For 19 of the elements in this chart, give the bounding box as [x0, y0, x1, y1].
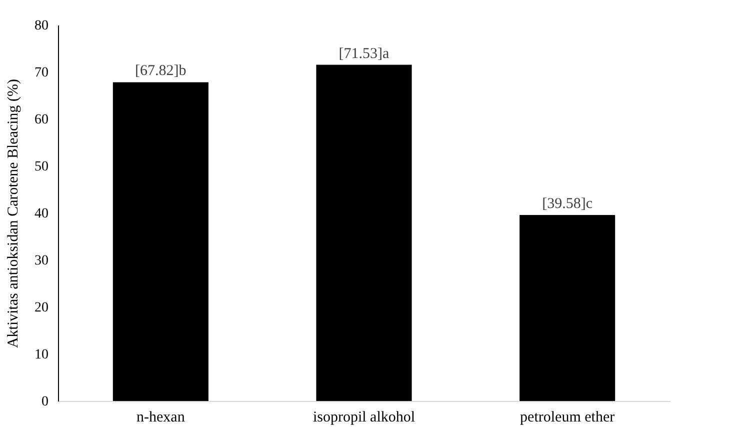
y-tick-label: 30	[34, 254, 48, 268]
y-tick-label: 10	[34, 348, 48, 362]
data-label: [67.82]b	[135, 63, 186, 80]
bar	[520, 214, 616, 401]
bar	[112, 82, 208, 401]
data-label: [39.58]c	[542, 196, 593, 212]
y-tick-label: 60	[34, 112, 48, 128]
y-tick-label: 80	[34, 18, 48, 34]
x-tick-label: petroleum ether	[520, 410, 615, 426]
y-tick-label: 40	[34, 206, 48, 222]
y-tick-label: 70	[34, 66, 48, 80]
y-tick-label: 20	[34, 300, 48, 316]
bar	[316, 64, 412, 401]
y-tick-label: 50	[34, 160, 48, 174]
y-axis-title: Aktivitas antioksidan Carotene Bleacing (%)	[6, 78, 22, 348]
x-tick-label: n-hexan	[136, 410, 186, 426]
x-tick-label: isopropil alkohol	[312, 410, 416, 426]
y-tick-label: 0	[42, 394, 48, 410]
data-label: [71.53]a	[338, 46, 390, 62]
